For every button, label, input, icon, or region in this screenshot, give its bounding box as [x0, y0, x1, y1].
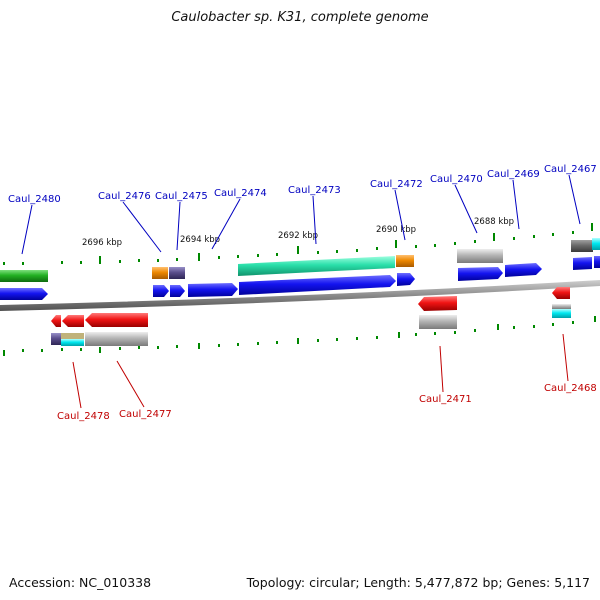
gene-label: Caul_2467	[544, 164, 597, 175]
cds-arrow-forward	[0, 288, 48, 300]
gene-label: Caul_2474	[214, 188, 267, 199]
scale-label: 2690 kbp	[376, 225, 416, 235]
feature-cyan	[61, 339, 84, 346]
outer-feature-row	[0, 238, 600, 282]
cds-arrow-forward	[170, 285, 185, 297]
cds-arrow-reverse	[418, 296, 457, 311]
feature-cyan	[592, 238, 600, 250]
gene-label: Caul_2469	[487, 169, 540, 180]
bottom-gene-labels: Caul_2478 Caul_2477 Caul_2471 Caul_2468	[57, 383, 597, 422]
cds-arrow-reverse	[552, 287, 570, 299]
scale-labels: 2696 kbp 2694 kbp 2692 kbp 2690 kbp 2688…	[82, 217, 514, 248]
cds-arrow-forward	[573, 257, 592, 270]
outer-tick-ring	[3, 223, 593, 265]
cds-arrow-forward	[188, 283, 238, 297]
cds-arrow-reverse	[51, 315, 61, 327]
gene-label: Caul_2475	[155, 191, 208, 202]
feature-grey	[457, 249, 503, 263]
gene-label: Caul_2468	[544, 383, 597, 394]
feature-dark-grey	[571, 240, 593, 252]
genome-backbone	[0, 280, 600, 311]
feature-purple	[51, 333, 61, 345]
feature-grey	[552, 304, 571, 309]
cds-arrow-reverse	[85, 313, 148, 327]
feature-grey	[85, 332, 148, 346]
cds-arrow-reverse	[62, 315, 84, 327]
feature-orange	[152, 267, 168, 279]
feature-purple	[169, 267, 185, 279]
gene-label: Caul_2471	[419, 394, 472, 405]
scale-label: 2688 kbp	[474, 217, 514, 227]
gene-label: Caul_2478	[57, 411, 110, 422]
feature-cyan	[552, 309, 571, 318]
cds-arrow-forward	[458, 267, 503, 281]
top-leader-lines	[21, 174, 581, 255]
reverse-cds-row	[51, 287, 570, 327]
feature-teal	[238, 256, 395, 276]
cds-arrow-forward	[505, 263, 542, 277]
inner-feature-row	[51, 304, 571, 346]
cds-arrow-forward	[594, 256, 600, 268]
genome-stats-text: Topology: circular; Length: 5,477,872 bp…	[246, 575, 590, 590]
gene-label: Caul_2470	[430, 174, 483, 185]
cds-arrow-forward	[239, 275, 396, 295]
scale-label: 2692 kbp	[278, 231, 318, 241]
inner-tick-ring	[3, 316, 596, 356]
gene-label: Caul_2476	[98, 191, 151, 202]
top-gene-labels: Caul_2480 Caul_2476 Caul_2475 Caul_2474 …	[8, 164, 597, 205]
feature-grey	[419, 315, 457, 329]
feature-orange	[396, 255, 414, 267]
bottom-leader-lines	[72, 333, 569, 409]
feature-tan	[61, 333, 84, 339]
cds-arrow-forward	[153, 285, 169, 297]
scale-label: 2696 kbp	[82, 238, 122, 248]
gene-label: Caul_2473	[288, 185, 341, 196]
accession-text: Accession: NC_010338	[9, 575, 152, 590]
gene-label: Caul_2477	[119, 409, 172, 420]
scale-label: 2694 kbp	[180, 235, 220, 245]
feature-green	[0, 270, 48, 282]
map-title: Caulobacter sp. K31, complete genome	[171, 10, 429, 25]
gene-label: Caul_2472	[370, 179, 423, 190]
gene-label: Caul_2480	[8, 194, 61, 205]
forward-cds-row	[0, 256, 600, 300]
cds-arrow-forward	[397, 273, 415, 286]
